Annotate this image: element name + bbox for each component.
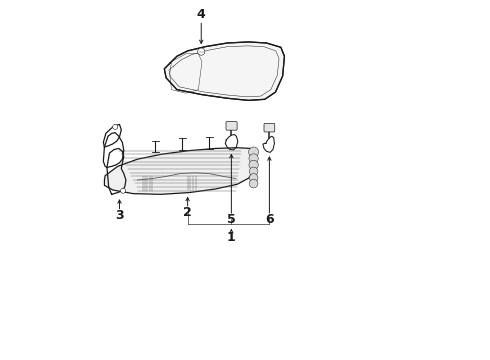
Text: 4: 4 <box>197 8 206 21</box>
Circle shape <box>249 160 258 170</box>
Circle shape <box>248 147 259 157</box>
Circle shape <box>249 179 258 188</box>
Text: 6: 6 <box>265 213 274 226</box>
Circle shape <box>121 188 125 193</box>
Text: 3: 3 <box>115 209 124 222</box>
Text: 1: 1 <box>227 231 236 244</box>
FancyBboxPatch shape <box>264 123 275 132</box>
Circle shape <box>249 174 258 182</box>
Circle shape <box>249 167 258 176</box>
Polygon shape <box>164 42 285 100</box>
Circle shape <box>113 125 118 130</box>
Circle shape <box>249 154 258 163</box>
FancyBboxPatch shape <box>226 122 237 130</box>
Polygon shape <box>104 148 256 194</box>
Circle shape <box>197 48 205 55</box>
Text: 2: 2 <box>183 206 192 219</box>
Text: 5: 5 <box>227 213 236 226</box>
